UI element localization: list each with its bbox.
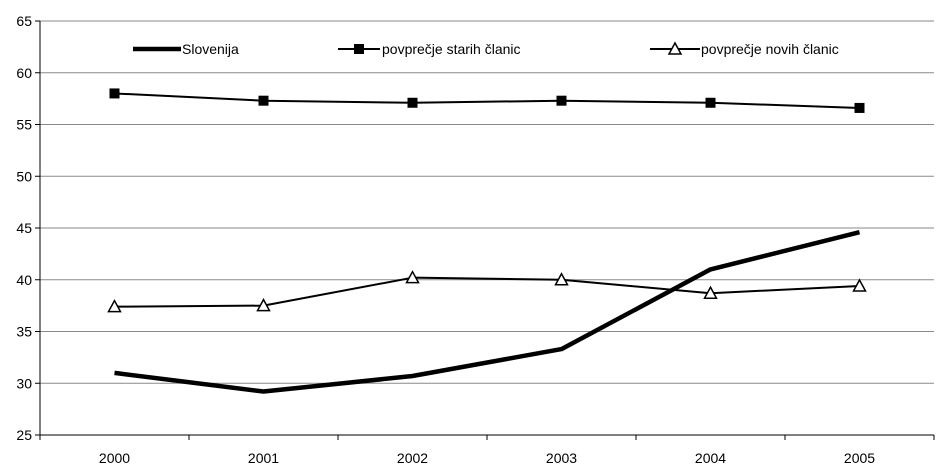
axes: 25 30 35 40 45 50 55 60 65 2000 2001 2002 2003 2004 20… [16,13,935,466]
y-tick-label: 25 [16,427,32,443]
y-tick-label: 40 [16,272,32,288]
legend-label-1: povprečje starih članic [382,41,521,57]
data-point-square [556,95,567,106]
x-tick-label: 2004 [695,450,726,466]
x-tick-label: 2000 [99,450,130,466]
data-point-square [407,97,418,108]
y-tick-label: 30 [16,375,32,391]
data-point-triangle [405,270,420,284]
series-line-0 [114,229,861,394]
data-point-triangle [852,278,867,292]
data-point-triangle [107,299,122,313]
series-line-2 [114,276,860,308]
legend-background [96,38,896,72]
series-markers [107,88,867,313]
y-tick-label: 65 [16,13,32,29]
x-tick-label: 2005 [844,450,875,466]
y-tick-label: 60 [16,65,32,81]
gridlines [40,20,934,384]
series-lines [114,92,861,394]
data-point-square [109,88,120,99]
legend-marker-triangle [667,41,683,55]
data-point-square [705,97,716,108]
legend-label-2: povprečje novih članic [701,41,839,57]
x-tick-label: 2002 [397,450,428,466]
y-tick-label: 35 [16,324,32,340]
x-tick-label: 2003 [546,450,577,466]
data-point-square [258,95,269,106]
data-point-square [854,102,865,113]
series-line-1 [114,92,860,109]
data-point-triangle [256,298,271,312]
y-tick-label: 45 [16,220,32,236]
legend: Slovenija povprečje starih članic povprečj… [96,38,896,72]
x-tick-label: 2001 [248,450,279,466]
y-tick-label: 55 [16,117,32,133]
data-point-triangle [554,272,569,286]
legend-marker-square [354,44,364,54]
data-point-triangle [703,285,718,299]
legend-label-0: Slovenija [182,41,239,57]
y-tick-label: 50 [16,168,32,184]
